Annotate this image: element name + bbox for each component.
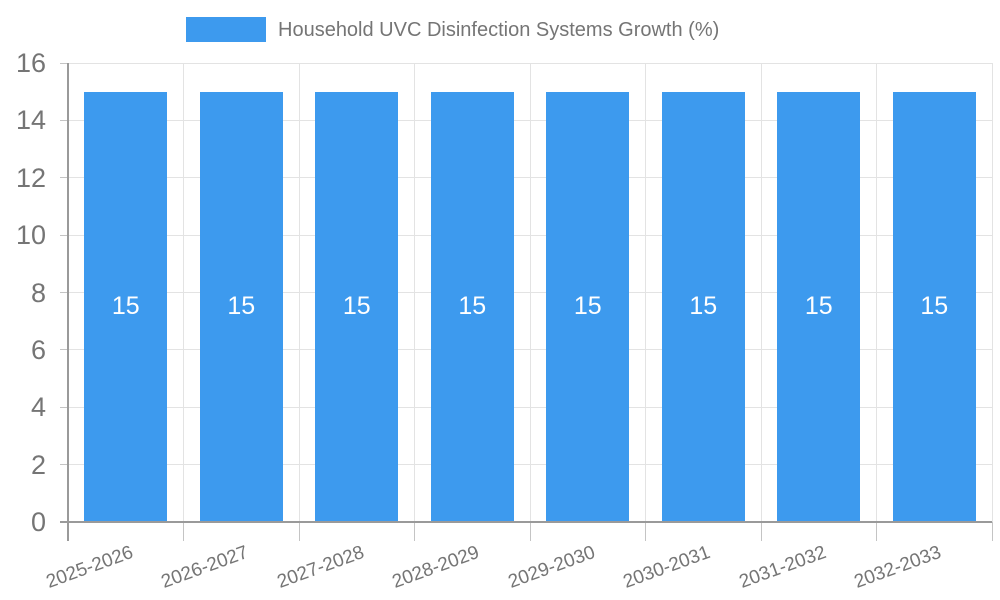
x-axis-line xyxy=(60,521,992,523)
y-axis-line xyxy=(67,63,69,541)
y-tick xyxy=(60,177,68,179)
bar-value-label: 15 xyxy=(227,292,256,321)
bar-value-label: 15 xyxy=(804,292,833,321)
bar-value-label: 15 xyxy=(920,292,949,321)
y-axis-label: 0 xyxy=(30,507,46,537)
x-axis-label: 2029-2030 xyxy=(505,542,598,593)
x-gridline xyxy=(645,63,646,522)
y-axis-label: 12 xyxy=(15,162,46,193)
bar-value-label: 15 xyxy=(342,292,371,321)
x-axis-label: 2028-2029 xyxy=(389,542,483,593)
bar[interactable]: 15 xyxy=(199,91,283,522)
x-gridline xyxy=(876,63,877,522)
x-tick xyxy=(414,522,415,541)
bar-value-label: 15 xyxy=(573,292,602,321)
y-tick xyxy=(60,292,68,293)
x-tick xyxy=(991,522,993,541)
y-axis-label: 2 xyxy=(30,449,46,480)
y-axis-label: 8 xyxy=(30,277,46,308)
legend-label: Household UVC Disinfection Systems Growt… xyxy=(278,19,720,41)
bar-value-label: 15 xyxy=(458,292,487,321)
y-tick xyxy=(60,234,68,236)
x-axis-label: 2027-2028 xyxy=(274,542,367,593)
x-gridline xyxy=(529,63,531,522)
y-tick xyxy=(60,62,68,64)
x-gridline xyxy=(183,63,184,522)
x-tick xyxy=(876,522,877,541)
legend-swatch xyxy=(186,17,266,42)
bar[interactable]: 15 xyxy=(892,91,976,522)
x-axis-label: 2025-2026 xyxy=(43,542,136,593)
x-gridline xyxy=(760,63,762,522)
y-axis-label: 16 xyxy=(15,48,46,78)
bar[interactable]: 15 xyxy=(315,91,399,522)
x-gridline xyxy=(298,63,300,522)
bar[interactable]: 15 xyxy=(661,91,745,522)
y-tick xyxy=(60,119,68,121)
bar[interactable]: 15 xyxy=(777,91,861,522)
bar-value-label: 15 xyxy=(689,292,718,321)
x-tick xyxy=(529,522,531,541)
x-tick xyxy=(645,522,646,541)
y-tick xyxy=(60,349,68,351)
x-tick xyxy=(760,522,762,541)
y-axis-label: 10 xyxy=(15,220,46,251)
x-gridline xyxy=(414,63,415,522)
bar[interactable]: 15 xyxy=(84,91,168,522)
x-axis-label: 2032-2033 xyxy=(851,542,945,593)
x-tick xyxy=(298,522,300,541)
y-tick xyxy=(60,464,68,466)
x-axis-label: 2031-2032 xyxy=(736,542,829,593)
bar-value-label: 15 xyxy=(111,292,140,321)
bar[interactable]: 15 xyxy=(546,91,630,522)
bar[interactable]: 15 xyxy=(430,91,514,522)
x-gridline xyxy=(991,63,993,522)
x-axis-label: 2030-2031 xyxy=(620,542,714,593)
x-tick xyxy=(183,522,184,541)
y-axis-label: 6 xyxy=(30,334,46,365)
y-tick xyxy=(60,406,68,408)
y-axis-label: 4 xyxy=(30,392,46,423)
y-axis-label: 14 xyxy=(15,105,46,136)
x-axis-label: 2026-2027 xyxy=(158,542,252,593)
